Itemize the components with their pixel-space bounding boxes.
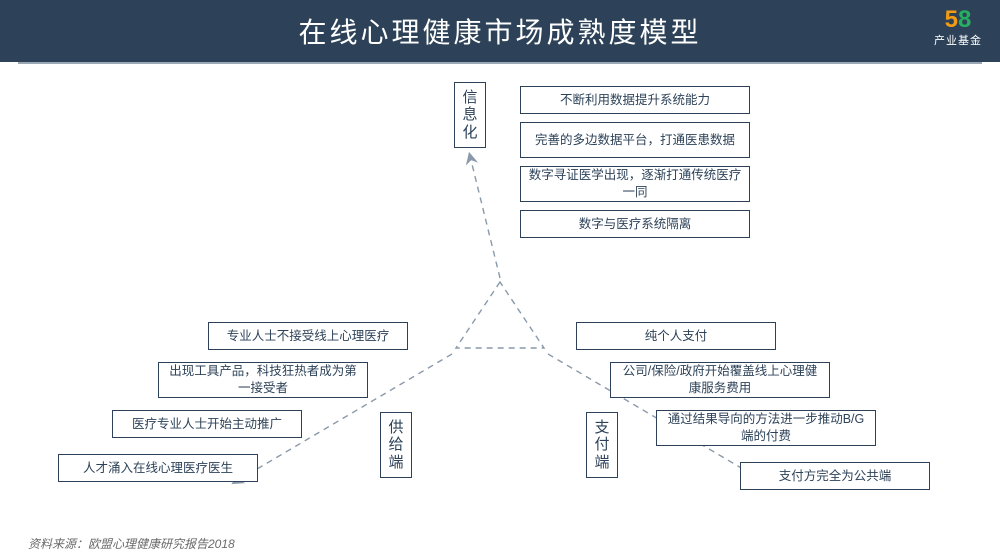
diagram-canvas: 信息化 供给端 支付端 不断利用数据提升系统能力完善的多边数据平台，打通医患数据… (0, 64, 1000, 560)
info-box-2: 数字寻证医学出现，逐渐打通传统医疗一同 (520, 166, 750, 202)
payment-box-0: 纯个人支付 (576, 322, 776, 350)
info-box-0: 不断利用数据提升系统能力 (520, 86, 750, 114)
center-triangle (456, 282, 544, 348)
payment-box-1: 公司/保险/政府开始覆盖线上心理健康服务费用 (610, 362, 830, 398)
logo-main: 58 (934, 8, 982, 32)
source-citation: 资料来源：欧盟心理健康研究报告2018 (28, 535, 235, 552)
payment-box-2: 通过结果导向的方法进一步推动B/G端的付费 (656, 410, 876, 446)
header-bar: 在线心理健康市场成熟度模型 58 产业基金 (0, 0, 1000, 62)
supply-box-3: 人才涌入在线心理医疗医生 (58, 454, 258, 482)
page-title: 在线心理健康市场成熟度模型 (298, 11, 701, 51)
info-box-3: 数字与医疗系统隔离 (520, 210, 750, 238)
axis-label-info: 信息化 (454, 82, 486, 148)
info-box-1: 完善的多边数据平台，打通医患数据 (520, 122, 750, 158)
axis-label-supply: 供给端 (380, 412, 412, 478)
supply-box-1: 出现工具产品，科技狂热者成为第一接受者 (158, 362, 368, 398)
arrow-up (470, 156, 500, 278)
supply-box-0: 专业人士不接受线上心理医疗 (208, 322, 408, 350)
supply-box-2: 医疗专业人士开始主动推广 (112, 410, 302, 438)
axis-label-payment: 支付端 (586, 412, 618, 478)
payment-box-3: 支付方完全为公共端 (740, 462, 930, 490)
logo: 58 产业基金 (934, 8, 982, 48)
logo-sub: 产业基金 (934, 32, 982, 48)
